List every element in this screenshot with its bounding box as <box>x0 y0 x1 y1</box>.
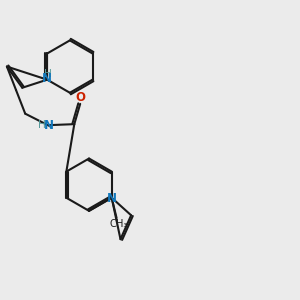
Text: O: O <box>76 92 86 104</box>
Text: H: H <box>44 69 52 79</box>
Text: N: N <box>44 118 54 132</box>
Text: CH₃: CH₃ <box>109 219 128 229</box>
Text: N: N <box>42 72 52 85</box>
Text: N: N <box>107 192 117 205</box>
Text: H: H <box>38 120 46 130</box>
